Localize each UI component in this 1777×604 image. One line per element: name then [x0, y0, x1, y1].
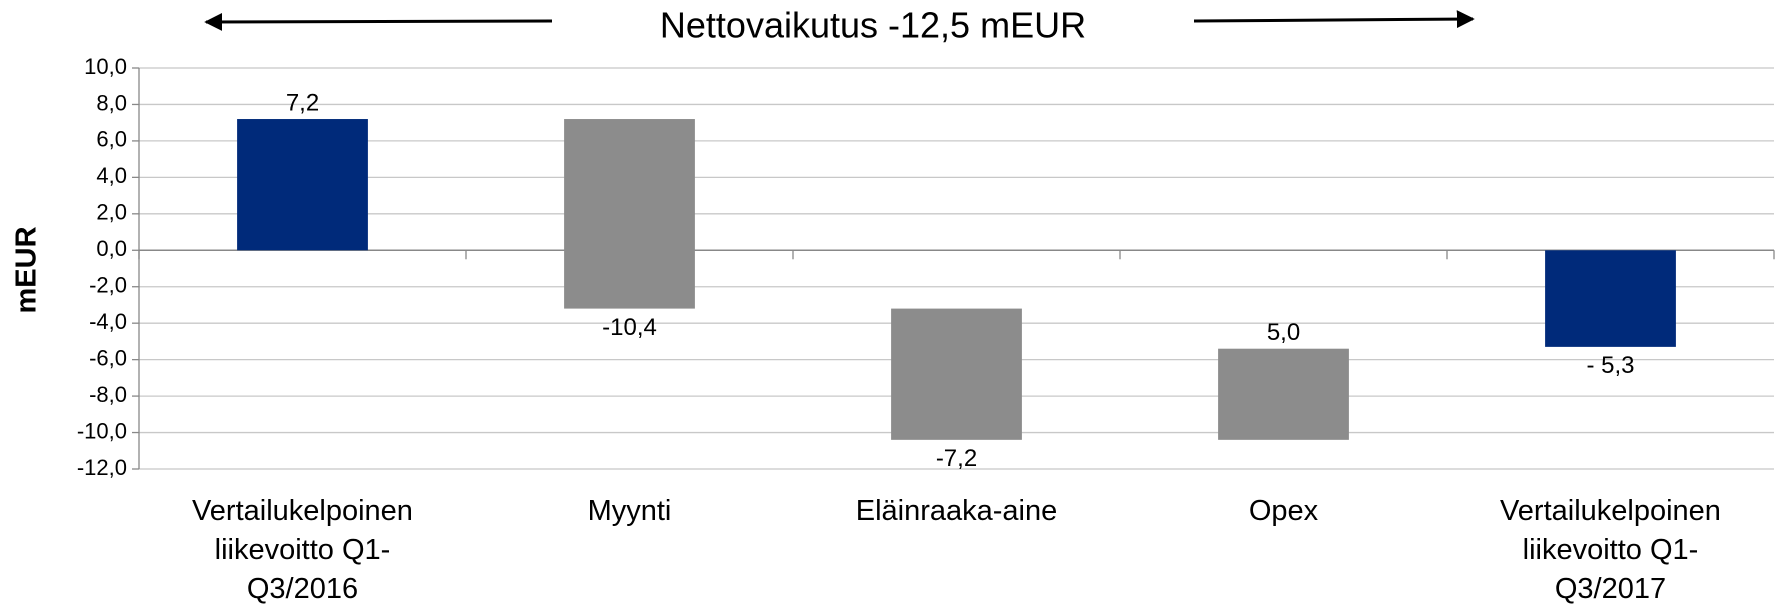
y-tick-label: 10,0 [84, 54, 127, 79]
y-tick-label: -6,0 [89, 345, 127, 370]
value-label: -10,4 [602, 314, 657, 341]
bar [891, 308, 1022, 440]
y-tick-label: -4,0 [89, 309, 127, 334]
y-axis-label: mEUR [11, 226, 43, 313]
x-tick-label: Opex [1248, 495, 1319, 527]
arrow-right [1193, 10, 1475, 29]
x-tick-label: Vertailukelpoinen liikevoitto Q1-Q3/2016 [192, 495, 413, 604]
y-tick-label: 6,0 [96, 127, 127, 152]
y-tick-label: -10,0 [77, 418, 127, 443]
y-tick-label: 0,0 [96, 236, 127, 261]
value-label: - 5,3 [1586, 352, 1634, 379]
value-label: 7,2 [286, 89, 319, 116]
y-tick-label: -2,0 [89, 273, 127, 298]
arrow-left [204, 12, 553, 31]
bar [1545, 250, 1676, 347]
chart-title: Nettovaikutus -12,5 mEUR [660, 5, 1086, 46]
x-tick-label: Vertailukelpoinen liikevoitto Q1-Q3/2017 [1500, 495, 1721, 604]
bar [237, 119, 368, 251]
value-label: -7,2 [936, 445, 977, 472]
y-tick-label: 4,0 [96, 163, 127, 188]
y-tick-label: -12,0 [77, 455, 127, 480]
y-tick-label: 8,0 [96, 90, 127, 115]
x-tick-label: Myynti [587, 495, 672, 527]
x-tick-label: Eläinraaka-aine [855, 495, 1058, 527]
bar [1218, 348, 1349, 440]
value-label: 5,0 [1267, 319, 1300, 346]
bar [564, 119, 695, 309]
y-tick-label: 2,0 [96, 200, 127, 225]
y-tick-label: -8,0 [89, 382, 127, 407]
